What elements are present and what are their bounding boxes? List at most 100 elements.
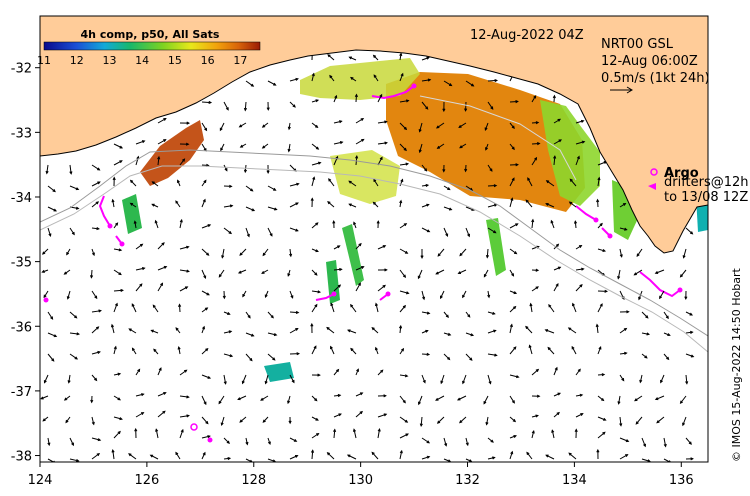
current-arrow [487,456,496,460]
y-tick-label: -38 [11,450,32,465]
current-arrow [91,290,98,300]
current-arrow [527,177,533,187]
current-arrow [682,416,687,427]
current-arrow [346,454,357,460]
current-arrow [135,140,146,145]
current-arrow [485,248,490,259]
current-arrow [545,202,555,208]
y-tick-label: -32 [11,62,32,77]
current-arrow [421,352,431,356]
current-arrow [399,433,409,439]
current-arrow [310,322,314,334]
current-arrow [245,80,255,87]
current-arrow [421,183,430,187]
current-arrow [355,118,365,124]
current-arrow [40,395,49,400]
sst-patch-warm-east [386,72,585,212]
current-arrow [353,221,357,229]
current-arrow [113,269,122,276]
current-arrow [333,141,344,145]
current-arrow [487,101,494,110]
current-arrow [525,325,533,334]
current-arrow [443,185,451,191]
current-arrow [310,197,314,208]
colorbar-title: 4h comp, p50, All Sats [81,28,220,41]
current-arrow [417,395,423,406]
current-arrow [311,222,319,229]
colorbar-label: 12 [70,54,84,67]
current-arrow [399,72,404,82]
current-arrow [575,244,583,250]
current-arrow [377,245,387,250]
current-arrow [654,269,665,275]
current-arrow [289,310,300,315]
current-arrow [421,374,426,384]
y-tick-label: -34 [11,191,32,206]
current-arrow [399,248,409,254]
current-arrow [245,206,256,212]
current-arrow [155,428,159,439]
current-arrow [267,80,277,86]
current-arrow [91,164,101,171]
current-arrow [328,178,335,187]
current-arrow [525,199,533,208]
current-arrow [69,185,80,191]
current-arrow [509,374,520,379]
current-arrow [509,248,518,255]
current-arrow [245,332,255,337]
current-arrow [399,143,407,152]
current-arrow [311,416,319,421]
current-arrow [399,52,403,61]
x-tick-label: 126 [134,473,159,488]
current-arrow [287,269,291,277]
current-arrow [63,269,71,275]
current-arrow [552,94,556,103]
current-arrow [465,437,469,447]
current-arrow [267,185,277,191]
current-arrow [262,416,269,423]
current-arrow [289,77,299,82]
current-arrow [47,353,55,362]
current-arrow [421,437,431,444]
current-arrow [619,310,630,314]
current-arrow [399,162,410,166]
current-arrow [553,266,562,271]
current-arrow [421,203,430,208]
current-arrow [47,332,58,338]
current-arrow [135,267,146,271]
current-arrow [597,248,607,253]
current-arrow [435,395,445,401]
current-arrow [41,248,49,255]
current-arrow [457,269,467,275]
current-arrow [289,327,299,334]
current-arrow [131,303,137,313]
current-arrow [90,395,94,404]
current-arrow [326,452,335,460]
current-arrow [509,100,519,104]
current-arrow [113,248,123,252]
current-arrow [66,248,71,256]
current-arrow [399,347,405,355]
current-arrow [421,311,431,315]
current-arrow [352,428,357,439]
current-arrow [553,411,560,418]
sst-patch-green-coast [540,100,600,206]
current-arrow [526,451,533,460]
product-line3: 0.5m/s (1kt 24h) [601,71,710,86]
current-arrow [289,202,299,208]
current-arrow [635,416,643,425]
current-arrow [289,437,298,442]
current-arrow [47,437,51,447]
current-arrow [685,457,694,461]
current-arrow [330,345,335,355]
current-arrow [663,353,670,361]
current-arrow [218,395,225,405]
current-arrow [419,416,423,428]
current-arrow [223,227,233,235]
current-arrow [289,227,299,232]
current-arrow [355,392,364,397]
current-arrow [487,164,493,172]
current-arrow [553,283,559,292]
current-arrow [545,180,555,187]
current-arrow [113,372,122,376]
